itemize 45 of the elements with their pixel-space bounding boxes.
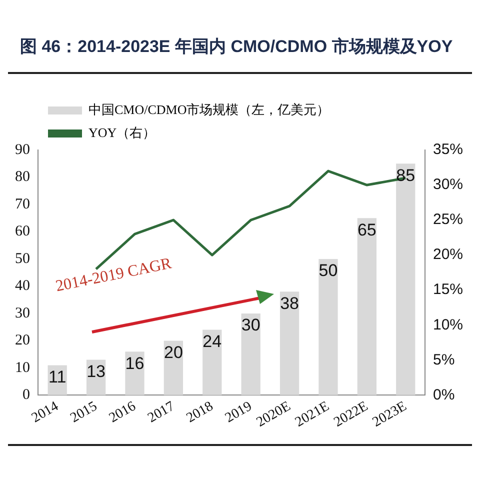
x-tick-label: 2019 bbox=[222, 399, 255, 426]
x-tick-label: 2016 bbox=[106, 399, 139, 426]
y-tick-label: 90 bbox=[15, 142, 30, 158]
y-tick-label: 40 bbox=[15, 278, 30, 294]
y2-tick-label: 20% bbox=[432, 246, 464, 264]
y-tick-label: 50 bbox=[15, 250, 30, 267]
bar bbox=[318, 258, 338, 396]
legend-label: YOY（右） bbox=[88, 124, 156, 140]
y2-tick-label: 35% bbox=[432, 141, 464, 158]
y-tick-label: 80 bbox=[15, 169, 30, 186]
y2-tick-label: 15% bbox=[432, 281, 464, 298]
data-label: 30 bbox=[241, 316, 260, 335]
data-label: 50 bbox=[318, 261, 338, 280]
data-label: 65 bbox=[357, 220, 376, 240]
y2-tick-label: 30% bbox=[432, 176, 464, 194]
data-label: 16 bbox=[125, 354, 144, 373]
x-tick-label: 2017 bbox=[146, 399, 178, 426]
y-tick-label: 10 bbox=[15, 360, 30, 376]
chart-title: 图 46：2014-2023E 年国内 CMO/CDMO 市场规模及YOY bbox=[8, 8, 472, 74]
y2-tick-label: 5% bbox=[432, 351, 455, 368]
x-tick-label: 2018 bbox=[184, 399, 216, 426]
y-tick-label: 70 bbox=[15, 196, 30, 212]
y-tick-label: 0 bbox=[22, 387, 30, 404]
annotation: 2014-2019 CAGR bbox=[54, 255, 174, 296]
y2-tick-label: 10% bbox=[432, 316, 464, 334]
data-label: 13 bbox=[86, 362, 106, 381]
y-tick-label: 30 bbox=[15, 305, 30, 322]
bar bbox=[357, 218, 377, 396]
legend-label: 中国CMO/CDMO市场规模（左，亿美元） bbox=[88, 102, 330, 117]
bar bbox=[241, 313, 260, 396]
data-label: 20 bbox=[164, 342, 183, 362]
data-label: 24 bbox=[202, 332, 222, 351]
y-tick-label: 20 bbox=[15, 332, 30, 349]
y2-tick-label: 0% bbox=[432, 386, 455, 404]
bar bbox=[125, 352, 144, 396]
x-tick-label: 2015 bbox=[68, 399, 100, 426]
bar bbox=[202, 330, 222, 396]
y-tick-label: 60 bbox=[15, 224, 30, 240]
bar bbox=[396, 164, 416, 396]
data-label: 11 bbox=[48, 367, 66, 386]
x-tick-label: 2014 bbox=[29, 399, 62, 426]
data-label: 38 bbox=[280, 294, 299, 313]
y2-tick-label: 25% bbox=[432, 211, 464, 228]
data-label: 85 bbox=[396, 166, 416, 185]
bar bbox=[280, 292, 300, 396]
